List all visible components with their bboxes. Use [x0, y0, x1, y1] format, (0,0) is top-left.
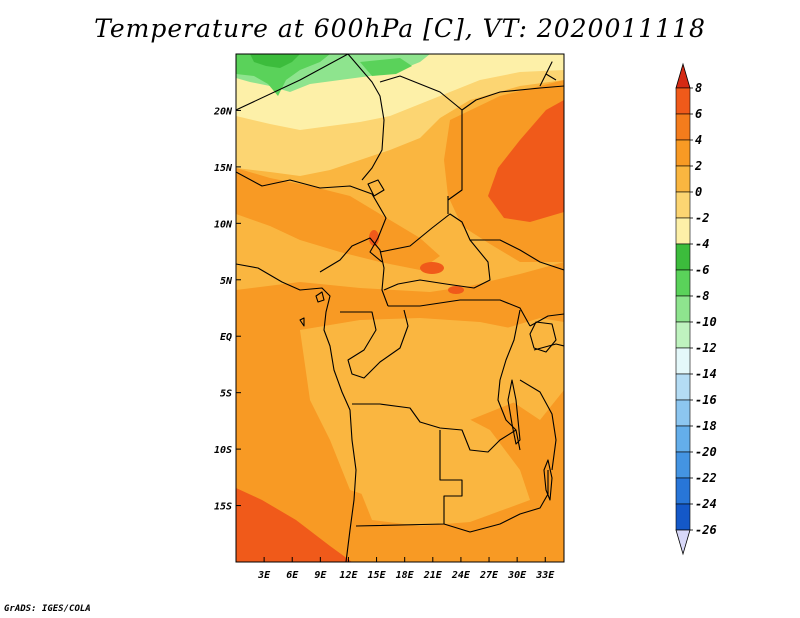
colorbar-box: [675, 269, 691, 297]
border-drc-east: [497, 309, 521, 451]
border-nigeria-cameroon: [319, 237, 389, 307]
x-axis: 3E 6E 9E 12E 15E 18E 21E 24E 27E 30E 33E: [257, 557, 555, 581]
x-tick-label: 21E: [423, 570, 443, 581]
colorbar-level-label: -8: [695, 289, 709, 303]
lake-malawi: [543, 459, 553, 501]
colorbar-box: [675, 503, 691, 531]
temperature-field: [236, 54, 564, 562]
field-green: [236, 54, 330, 96]
x-tick-label: 3E: [257, 570, 271, 581]
colorbar-level-label: 6: [695, 107, 702, 121]
y-axis: 20N 15N 10N 5N EQ 5S 10S 15S: [213, 106, 241, 513]
x-tick-label: 30E: [507, 570, 527, 581]
colorbar-box: [675, 321, 691, 349]
gulf-islands: [299, 291, 325, 327]
field-red-spot-2: [448, 286, 464, 294]
colorbar-top-arrow: [675, 62, 691, 89]
colorbar-level-label: -4: [695, 237, 709, 251]
colorbar-box: [675, 425, 691, 453]
lake-tanganyika: [507, 379, 521, 445]
lake-victoria: [529, 321, 557, 353]
colorbar-box: [675, 295, 691, 323]
map-title: Temperature at 600hPa [C], VT: 202001111…: [94, 14, 706, 43]
colorbar-level-label: -22: [695, 471, 717, 485]
x-tick-label: 33E: [535, 570, 555, 581]
x-tick-label: 15E: [368, 570, 387, 581]
nile-border: [539, 61, 557, 87]
colorbar-level-label: -26: [695, 523, 717, 537]
y-tick-label: 15N: [214, 163, 233, 174]
field-warm-east-patch: [500, 318, 564, 420]
colorbar-box: [675, 373, 691, 401]
colorbar-level-label: -2: [695, 211, 709, 225]
x-tick-label: 9E: [314, 570, 327, 581]
colorbar-level-label: -14: [695, 367, 717, 381]
colorbar-level-label: -10: [695, 315, 717, 329]
border-libya-chad: [379, 75, 463, 201]
colorbar-level-label: 0: [695, 185, 702, 199]
x-tick-label: 18E: [396, 570, 415, 581]
colorbar-box: [675, 477, 691, 505]
y-tick-label: 5N: [220, 276, 233, 287]
field-green-dark: [250, 54, 300, 68]
x-tick-label: 12E: [339, 570, 358, 581]
x-tick-label: 24E: [451, 570, 471, 581]
border-chad-sudan: [461, 85, 564, 111]
colorbar-box: [675, 139, 691, 167]
colorbar-level-label: -12: [695, 341, 717, 355]
colorbar-box: [675, 217, 691, 245]
colorbar-level-label: 8: [695, 81, 702, 95]
x-tick-label: 6E: [286, 570, 299, 581]
colorbar-box: [675, 87, 691, 115]
y-tick-label: EQ: [220, 332, 232, 343]
border-drc-angola: [352, 403, 517, 453]
colorbar-level-label: 2: [694, 159, 702, 173]
border-congo: [340, 309, 409, 379]
y-tick-label: 20N: [213, 106, 233, 117]
colorbar-level-label: -6: [695, 263, 709, 277]
colorbar-box: [675, 191, 691, 219]
border-drc-north: [388, 299, 531, 327]
colorbar: 8 6 4 2 0 -2 -4 -6 -8 -10 -12 -14 -16 -18 -20 -22 -24 -26: [675, 62, 717, 556]
borders-and-coastlines: [236, 54, 564, 562]
field-red-spot-3: [369, 230, 379, 246]
field-green-patch: [360, 58, 412, 76]
colorbar-level-label: 4: [695, 133, 702, 147]
colorbar-box: [675, 399, 691, 427]
field-red-east: [488, 100, 564, 222]
field-orange-nw: [236, 168, 440, 270]
border-niger-north: [236, 54, 385, 181]
grads-credit: GrADS: IGES/COLA: [4, 604, 91, 614]
colorbar-level-label: -20: [695, 445, 717, 459]
x-tick-label: 27E: [479, 570, 499, 581]
colorbar-level-label: -18: [695, 419, 717, 433]
border-car: [379, 213, 491, 291]
field-warm-se: [356, 404, 530, 526]
lake-chad: [367, 179, 385, 197]
y-tick-label: 10S: [214, 445, 232, 456]
colorbar-box: [675, 347, 691, 375]
colorbar-box: [675, 451, 691, 479]
colorbar-level-label: -24: [695, 497, 717, 511]
colorbar-box: [675, 165, 691, 193]
border-sudan-south: [447, 196, 564, 271]
colorbar-bottom-arrow: [675, 529, 691, 556]
y-tick-label: 10N: [214, 219, 233, 230]
y-tick-label: 15S: [214, 502, 232, 513]
colorbar-box: [675, 243, 691, 271]
coastline-west-africa: [236, 263, 357, 562]
y-tick-label: 5S: [220, 389, 232, 400]
border-sahel: [236, 171, 387, 263]
map-frame: [235, 53, 565, 563]
colorbar-box: [675, 113, 691, 141]
field-red-sw: [236, 488, 352, 562]
field-red-spot-1: [420, 262, 444, 274]
colorbar-level-label: -16: [695, 393, 717, 407]
